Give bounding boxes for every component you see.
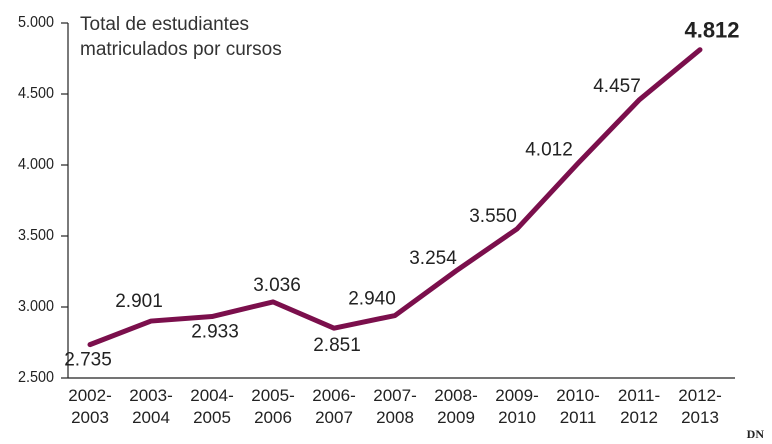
x-tick-label: 2005- 2006 — [251, 386, 295, 427]
data-label: 3.550 — [469, 206, 517, 227]
chart-subtitle: Total de estudiantes matriculados por cu… — [80, 14, 282, 60]
data-label: 4.812 — [684, 18, 739, 43]
y-tick-label: 3.500 — [18, 227, 54, 244]
data-label: 2.933 — [191, 322, 239, 343]
y-tick-label: 5.000 — [18, 14, 54, 31]
data-label: 2.940 — [348, 289, 396, 310]
x-tick-label: 2004- 2005 — [190, 386, 234, 427]
x-tick-label: 2006- 2007 — [312, 386, 356, 427]
data-label: 2.901 — [115, 291, 163, 312]
x-tick-label: 2009- 2010 — [495, 386, 539, 427]
y-tick-label: 3.000 — [18, 298, 54, 315]
data-label: 3.036 — [253, 275, 301, 296]
data-label: 4.012 — [525, 139, 573, 160]
data-label: 3.254 — [409, 248, 457, 269]
x-tick-label: 2010- 2011 — [556, 386, 600, 427]
data-label: 4.457 — [593, 76, 641, 97]
x-tick-label: 2012- 2013 — [678, 386, 722, 427]
y-tick-label: 4.000 — [18, 156, 54, 173]
x-tick-label: 2011- 2012 — [617, 386, 661, 427]
y-tick-label: 4.500 — [18, 85, 54, 102]
data-line — [87, 47, 703, 348]
data-label: 2.851 — [313, 335, 361, 356]
credit: DN — [746, 427, 764, 441]
data-label: 2.735 — [64, 350, 112, 371]
x-tick-label: 2002- 2003 — [68, 386, 112, 427]
y-tick-label: 2.500 — [18, 369, 54, 386]
x-tick-label: 2003- 2004 — [129, 386, 173, 427]
x-tick-label: 2007- 2008 — [373, 386, 417, 427]
x-tick-label: 2008- 2009 — [434, 386, 478, 427]
